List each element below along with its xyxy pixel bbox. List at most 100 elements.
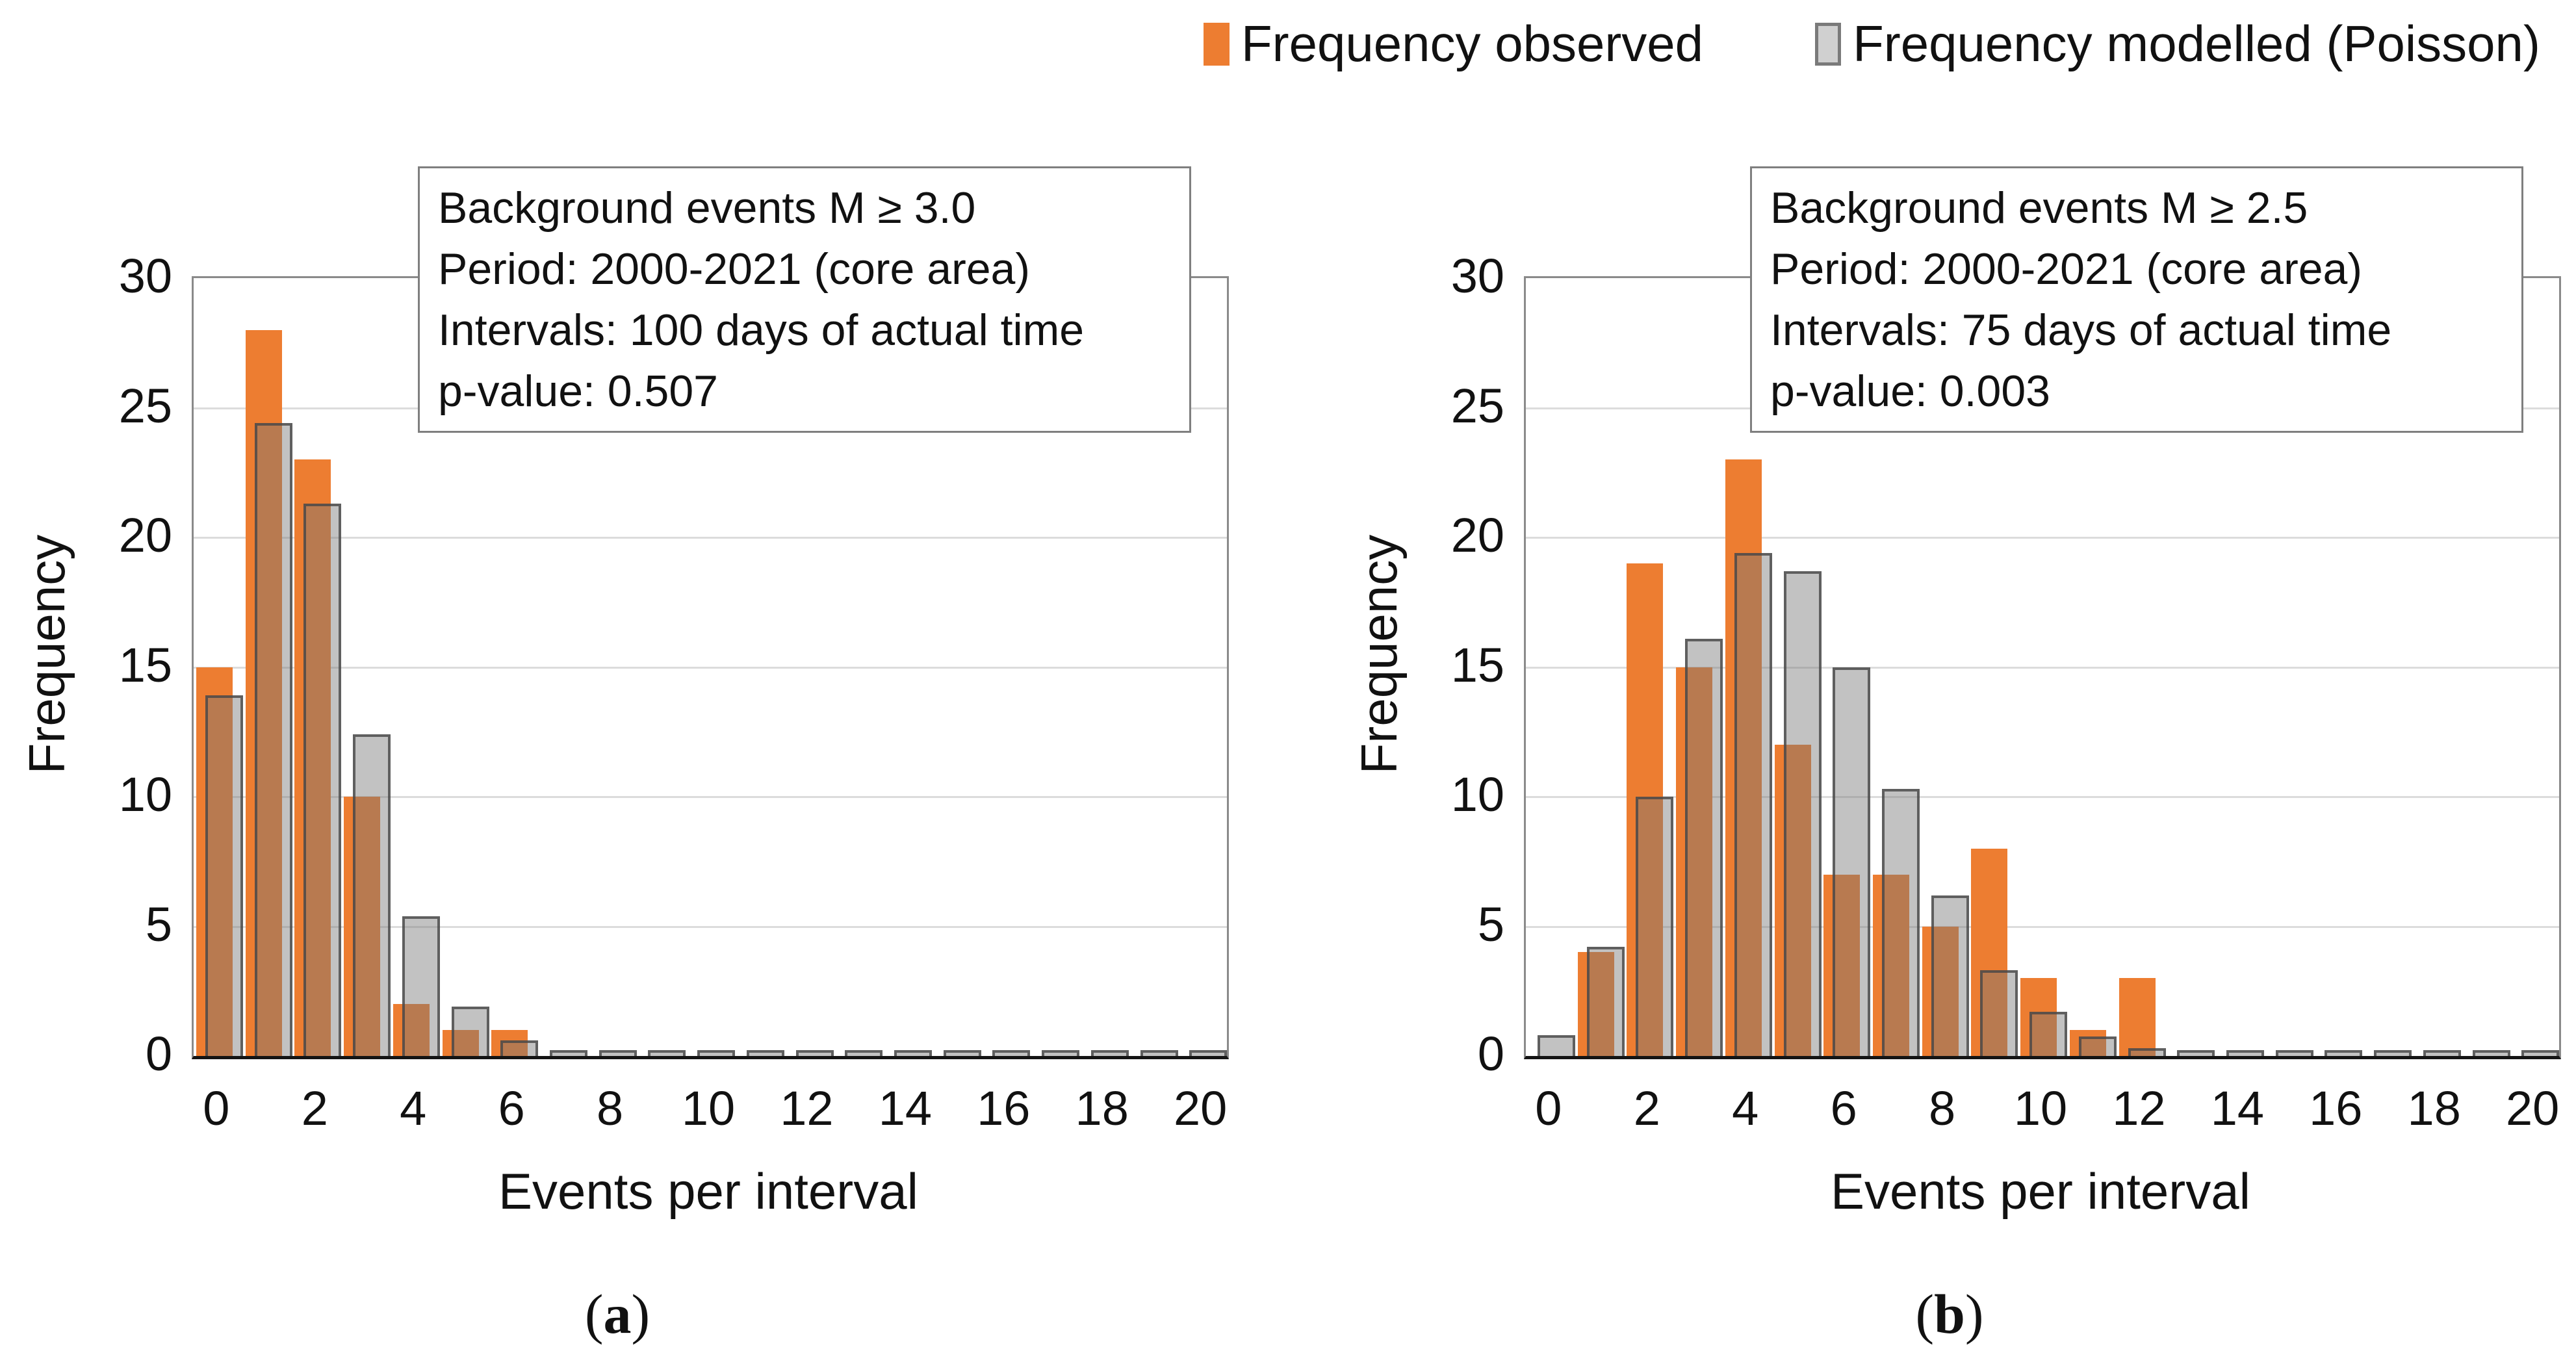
panel-label-a: (a) <box>0 1281 1235 1346</box>
xtick-label: 16 <box>2309 1081 2363 1135</box>
gridline <box>194 796 1227 798</box>
bar-modelled <box>845 1050 883 1056</box>
bar-observed <box>1577 952 1614 1056</box>
bar-observed <box>196 667 233 1056</box>
bar-modelled <box>2177 1050 2215 1056</box>
ytick-label: 30 <box>1450 249 1504 303</box>
xtick-label: 12 <box>2112 1081 2166 1135</box>
bar-modelled <box>402 916 440 1056</box>
bar-observed <box>1774 745 1811 1056</box>
legend: Frequency observed Frequency modelled (P… <box>1204 14 2540 73</box>
bar-modelled <box>697 1050 736 1056</box>
xtick-label: 18 <box>1075 1081 1129 1135</box>
panel-paren: ( <box>1915 1283 1935 1345</box>
bar-observed <box>2020 978 2057 1056</box>
bar-modelled <box>648 1050 686 1056</box>
xtick-label: 4 <box>400 1081 427 1135</box>
bar-observed <box>1823 874 1861 1056</box>
annotation-line: Intervals: 75 days of actual time <box>1770 305 2392 355</box>
bar-observed <box>1971 848 2008 1056</box>
chart-b: Frequency 0 5 10 15 20 25 30 Background events… <box>1332 0 2576 1364</box>
gridline <box>1526 666 2559 669</box>
bar-observed <box>1627 563 1664 1056</box>
xtick-label: 14 <box>2210 1081 2264 1135</box>
ytick-label: 0 <box>145 1027 172 1081</box>
ytick-label: 5 <box>145 897 172 951</box>
gridline <box>1526 925 2559 928</box>
gridline <box>194 666 1227 669</box>
chart-a: Frequency 0 5 10 15 20 25 30 Background events… <box>0 166 1235 1346</box>
annotation-line: p-value: 0.003 <box>1770 367 2050 416</box>
xtick-label: 4 <box>1732 1081 1759 1135</box>
bar-modelled <box>894 1050 932 1056</box>
bar-modelled <box>2029 1012 2068 1056</box>
x-axis-title-a: Events per interval <box>498 1163 918 1220</box>
y-axis-ticks-b: 0 5 10 15 20 25 30 <box>1348 249 1504 1081</box>
bar-modelled <box>2374 1050 2412 1056</box>
bar-modelled <box>1833 667 1871 1056</box>
bar-modelled <box>1090 1050 1129 1056</box>
bar-modelled <box>500 1040 539 1056</box>
gridline <box>1526 537 2559 539</box>
bar-modelled <box>746 1050 784 1056</box>
legend-item-modelled: Frequency modelled (Poisson) <box>1815 14 2540 73</box>
ytick-label: 25 <box>118 378 172 433</box>
xtick-label: 16 <box>977 1081 1031 1135</box>
xtick-label: 20 <box>1173 1081 1228 1135</box>
ytick-label: 15 <box>118 637 172 692</box>
ytick-label: 20 <box>1450 508 1504 562</box>
bar-observed <box>2119 978 2156 1056</box>
annotation-line: Background events M ≥ 2.5 <box>1770 183 2308 233</box>
bar-observed <box>1922 926 1959 1056</box>
ytick-label: 25 <box>1450 378 1504 433</box>
xtick-label: 14 <box>878 1081 932 1135</box>
panel-label-b: (b) <box>1332 1281 2567 1346</box>
bar-modelled <box>2521 1050 2560 1056</box>
ytick-label: 5 <box>1477 897 1504 951</box>
bar-modelled <box>2423 1050 2461 1056</box>
bar-observed <box>491 1030 528 1056</box>
x-axis-title-b: Events per interval <box>1831 1163 2250 1220</box>
bar-observed <box>294 459 331 1056</box>
bar-modelled <box>254 423 292 1056</box>
xtick-label: 2 <box>1633 1081 1660 1135</box>
xtick-label: 10 <box>2013 1081 2068 1135</box>
xtick-label: 2 <box>301 1081 328 1135</box>
bar-modelled <box>1685 638 1723 1056</box>
bar-modelled <box>943 1050 981 1056</box>
bar-modelled <box>795 1050 834 1056</box>
bar-observed <box>245 329 282 1056</box>
bar-observed <box>1873 874 1909 1056</box>
bar-modelled <box>1734 552 1772 1056</box>
bar-modelled <box>2128 1048 2166 1056</box>
bar-modelled <box>1189 1050 1228 1056</box>
xtick-label: 20 <box>2505 1081 2560 1135</box>
legend-label-modelled: Frequency modelled (Poisson) <box>1853 15 2540 72</box>
bar-modelled <box>451 1007 489 1056</box>
xtick-label: 6 <box>498 1081 525 1135</box>
plot-area-b: Background events M ≥ 2.5 Period: 2000-2… <box>1524 166 2561 1059</box>
y-axis-ticks-a: 0 5 10 15 20 25 30 <box>16 249 172 1081</box>
bar-observed <box>1725 459 1762 1056</box>
bar-modelled <box>2078 1036 2117 1056</box>
gridline <box>194 537 1227 539</box>
bar-modelled <box>1783 571 1822 1056</box>
bar-modelled <box>205 695 243 1056</box>
xtick-label: 6 <box>1830 1081 1857 1135</box>
ytick-label: 15 <box>1450 637 1504 692</box>
x-axis-ticks-b: 0 2 4 6 8 10 12 14 16 18 20 <box>1524 1080 2559 1152</box>
annotation-line: p-value: 0.507 <box>438 367 718 416</box>
plot-area-a: Background events M ≥ 3.0 Period: 2000-2… <box>192 166 1229 1059</box>
xtick-label: 12 <box>780 1081 834 1135</box>
bar-observed <box>393 1004 430 1056</box>
panel-letter: b <box>1934 1283 1965 1345</box>
panel-paren: ( <box>584 1283 604 1345</box>
xtick-label: 8 <box>596 1081 624 1135</box>
xtick-label: 8 <box>1928 1081 1956 1135</box>
xtick-label: 0 <box>1535 1081 1562 1135</box>
bar-modelled <box>2472 1050 2510 1056</box>
xtick-label: 10 <box>681 1081 736 1135</box>
bar-modelled <box>1042 1050 1080 1056</box>
xtick-label: 18 <box>2407 1081 2461 1135</box>
annotation-line: Period: 2000-2021 (core area) <box>438 244 1030 294</box>
